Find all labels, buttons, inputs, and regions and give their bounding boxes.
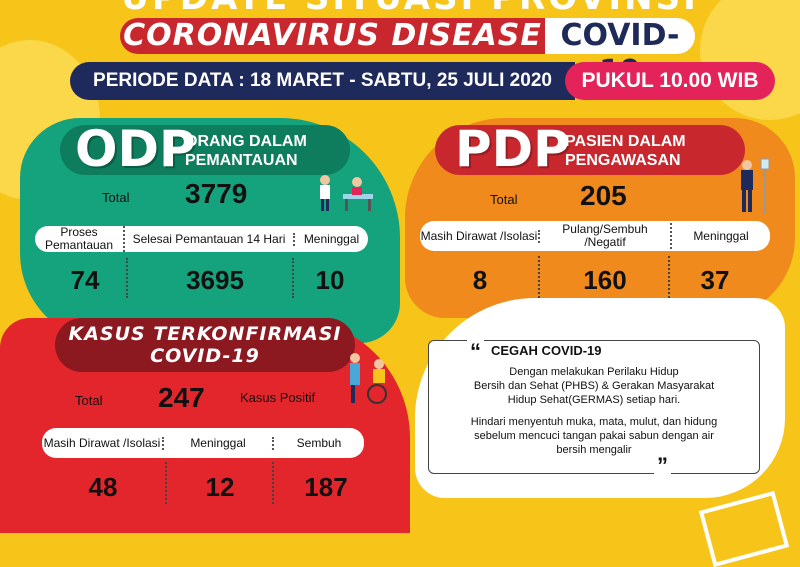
cegah-p2-line3: bersih mengalir bbox=[556, 444, 632, 456]
pdp-name-line2: PENGAWASAN bbox=[565, 152, 681, 169]
odp-total-value: 3779 bbox=[185, 178, 248, 209]
odp-divider-2 bbox=[292, 258, 294, 298]
odp-col3-value: 10 bbox=[315, 265, 345, 295]
odp-col2-label: Selesai Pemantauan 14 Hari bbox=[125, 232, 295, 246]
cegah-p2-line1: Hindari menyentuh muka, mata, mulut, dan… bbox=[470, 416, 718, 428]
cegah-p1-line3: Hidup Sehat(GERMAS) setiap hari. bbox=[507, 394, 681, 406]
cegah-title: CEGAH COVID-19 bbox=[491, 343, 602, 358]
pdp-divider-1 bbox=[538, 256, 540, 298]
pdp-col1-value: 8 bbox=[472, 265, 488, 295]
pdp-col2-value: 160 bbox=[583, 265, 627, 295]
pdp-total-value: 205 bbox=[580, 180, 627, 211]
kasus-divider-1 bbox=[165, 462, 167, 504]
pdp-name-line1: PASIEN DALAM bbox=[565, 133, 686, 150]
pdp-col3-value: 37 bbox=[700, 265, 730, 295]
odp-header-pill bbox=[60, 125, 350, 175]
kasus-col3-value: 187 bbox=[304, 472, 348, 502]
odp-name-line1: ORANG DALAM bbox=[185, 133, 307, 150]
kasus-divider-2 bbox=[272, 462, 274, 504]
pdp-total-label: Total bbox=[490, 192, 518, 207]
kasus-total-value: 247 bbox=[158, 382, 205, 413]
odp-col3-label: Meninggal bbox=[303, 231, 360, 246]
odp-col1-value: 74 bbox=[70, 265, 100, 295]
kasus-col2-label: Meninggal bbox=[164, 436, 274, 450]
kasus-title-line2: COVID-19 bbox=[150, 345, 260, 367]
kasus-total-suffix: Kasus Positif bbox=[240, 390, 316, 405]
pdp-col2-label: Pulang/Sembuh /Negatif bbox=[540, 223, 672, 249]
wheelchair-illustration bbox=[345, 350, 395, 405]
time-badge: PUKUL 10.00 WIB bbox=[565, 62, 775, 100]
pdp-column-header: Masih Dirawat /Isolasi Pulang/Sembuh /Ne… bbox=[420, 221, 770, 251]
kasus-header: KASUS TERKONFIRMASI COVID-19 bbox=[55, 318, 355, 372]
pdp-header-pill bbox=[435, 125, 745, 175]
odp-name-line2: PEMANTAUAN bbox=[185, 152, 298, 169]
period-banner: PERIODE DATA : 18 MARET - SABTU, 25 JULI… bbox=[70, 62, 575, 100]
odp-column-header: Proses Pemantauan Selesai Pemantauan 14 … bbox=[35, 226, 368, 252]
odp-total-label: Total bbox=[102, 190, 130, 205]
kasus-col1-label: Masih Dirawat /Isolasi bbox=[42, 436, 164, 450]
odp-col2-value: 3695 bbox=[186, 265, 244, 295]
cegah-p1-line2: Bersih dan Sehat (PHBS) & Gerakan Masyar… bbox=[473, 380, 715, 392]
odp-col1-label: Proses Pemantauan bbox=[35, 226, 125, 252]
cegah-p1-line1: Dengan melakukan Perilaku Hidup bbox=[509, 366, 679, 378]
pdp-col1-label: Masih Dirawat /Isolasi bbox=[420, 229, 540, 243]
patient-iv-illustration bbox=[735, 155, 775, 215]
pdp-col3-label: Meninggal bbox=[693, 228, 749, 243]
pdp-abbr: PDP bbox=[455, 120, 570, 178]
decorative-frame bbox=[698, 490, 790, 567]
odp-divider-1 bbox=[126, 258, 128, 298]
kasus-column-header: Masih Dirawat /Isolasi Meninggal Sembuh bbox=[42, 428, 364, 458]
odp-abbr: ODP bbox=[75, 120, 196, 178]
open-quote-icon: “ bbox=[467, 339, 484, 365]
close-quote-icon: ” bbox=[654, 453, 671, 479]
cegah-info-box: “ CEGAH COVID-19 Dengan melakukan Perila… bbox=[428, 339, 760, 479]
kasus-total-label: Total bbox=[75, 393, 103, 408]
title-banner: CORONAVIRUS DISEASE bbox=[120, 18, 545, 54]
kasus-col1-value: 48 bbox=[88, 472, 118, 502]
cegah-p2-line2: sebelum mencuci tangan pakai sabun denga… bbox=[474, 430, 714, 442]
kasus-title-line1: KASUS TERKONFIRMASI bbox=[68, 323, 342, 345]
title-tag: COVID-19 bbox=[545, 18, 695, 89]
doctor-patient-illustration bbox=[315, 172, 375, 212]
kasus-col2-value: 12 bbox=[205, 472, 235, 502]
pdp-divider-2 bbox=[668, 256, 670, 298]
kasus-col3-label: Sembuh bbox=[296, 435, 342, 450]
